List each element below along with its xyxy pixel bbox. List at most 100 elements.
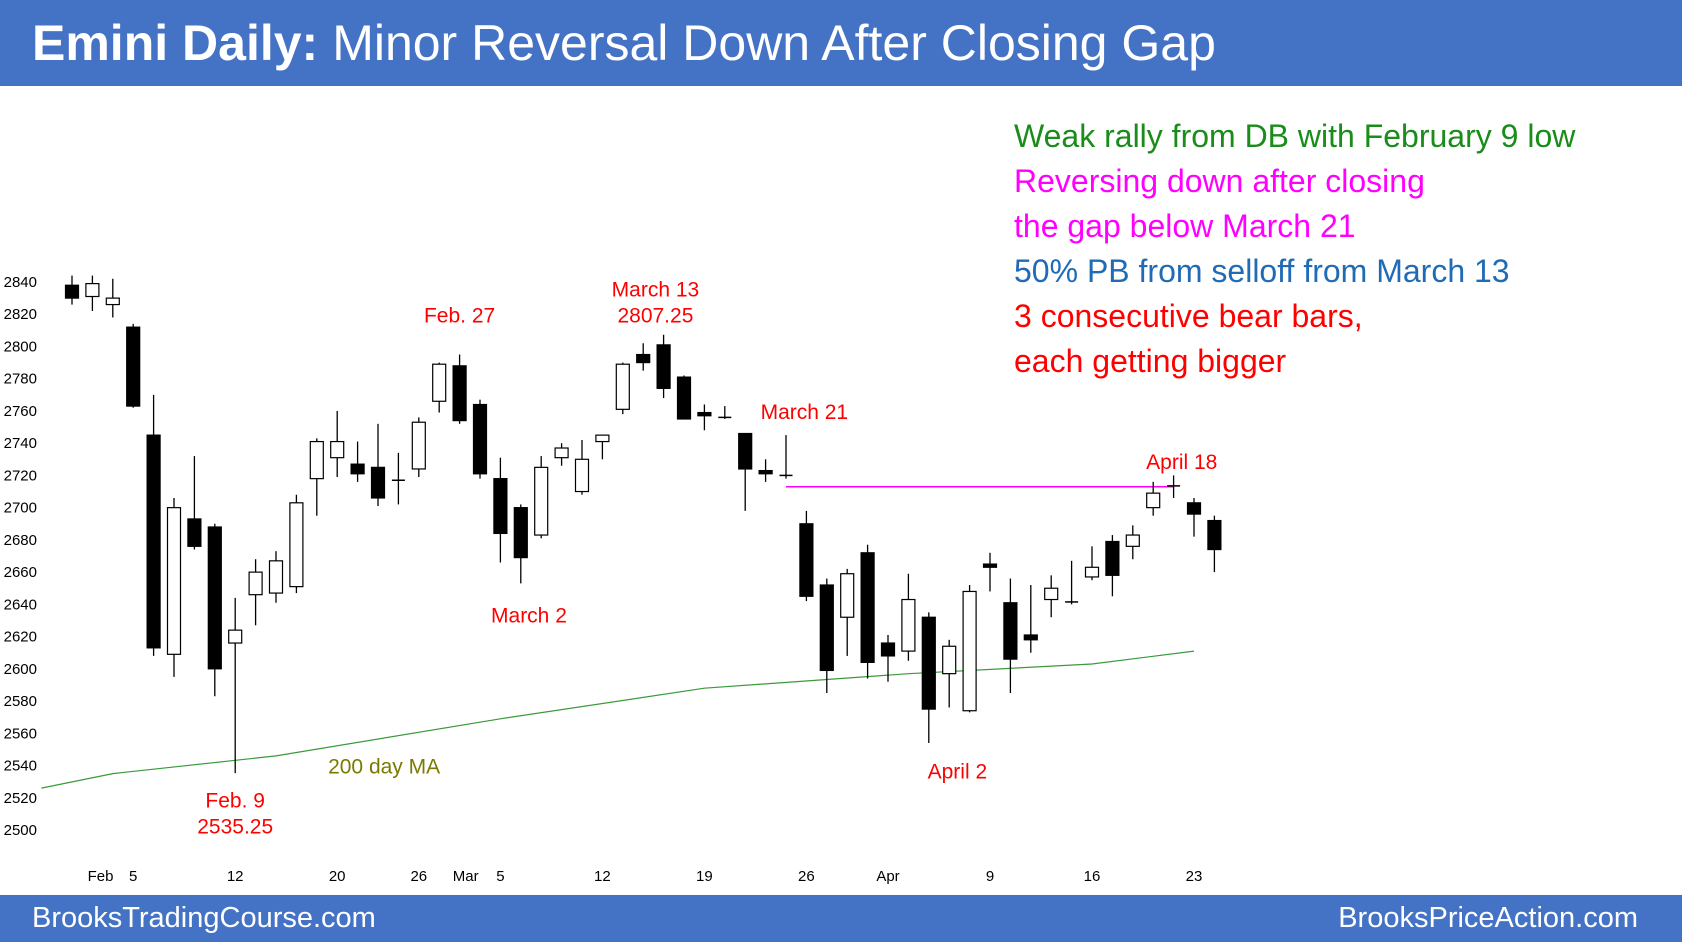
- candle-body: [656, 344, 671, 389]
- candle-body: [615, 363, 630, 410]
- candle-body: [1084, 566, 1100, 578]
- candle: [166, 497, 182, 677]
- candle-body: [1023, 634, 1038, 641]
- candle: [1186, 497, 1202, 537]
- candle-body: [901, 598, 916, 652]
- candle: [738, 432, 753, 511]
- annotation-label: 2535.25: [197, 816, 273, 839]
- candle: [615, 362, 630, 415]
- y-tick-label: 2840: [4, 274, 37, 291]
- candle: [1023, 585, 1038, 653]
- annotation-label: March 13: [612, 278, 700, 301]
- candle-body: [1125, 534, 1140, 547]
- candle-body: [64, 284, 80, 299]
- candle: [880, 634, 896, 682]
- y-tick-label: 2680: [4, 532, 37, 549]
- note-line: the gap below March 21: [1014, 208, 1356, 244]
- note-line: 3 consecutive bear bars,: [1014, 298, 1363, 334]
- candle-body: [228, 629, 243, 644]
- y-tick-label: 2540: [4, 758, 37, 775]
- x-tick-label: 26: [798, 868, 815, 885]
- x-tick-label: 9: [986, 868, 994, 885]
- candle-body: [513, 507, 528, 559]
- candle-body: [248, 571, 263, 596]
- x-tick-label: 26: [410, 868, 427, 885]
- x-tick-label: 20: [329, 868, 346, 885]
- candle-body: [574, 458, 590, 493]
- candle: [819, 578, 834, 693]
- candle-body: [452, 365, 467, 422]
- y-tick-label: 2600: [4, 661, 37, 678]
- x-tick-label: Feb: [88, 868, 114, 885]
- candle-body: [636, 353, 651, 364]
- candle-body: [860, 552, 875, 663]
- x-tick-label: 5: [129, 868, 137, 885]
- candle: [656, 334, 671, 399]
- candle: [472, 399, 488, 479]
- candle-body: [105, 297, 120, 306]
- candle-body: [1105, 540, 1120, 576]
- candle: [1125, 525, 1140, 560]
- x-tick-label: 12: [227, 868, 244, 885]
- candle: [860, 544, 875, 679]
- candle: [595, 434, 610, 460]
- candle-body: [840, 573, 855, 618]
- candle: [493, 457, 508, 563]
- candle: [636, 343, 651, 371]
- candle-body: [942, 645, 957, 675]
- candle-body: [187, 518, 202, 547]
- note-line: Reversing down after closing: [1014, 163, 1425, 199]
- candle-body: [758, 469, 773, 475]
- candle-body: [289, 502, 304, 588]
- candle: [921, 612, 936, 743]
- title-bold: Emini Daily:: [32, 15, 319, 71]
- candle: [248, 559, 263, 626]
- candle: [146, 394, 161, 656]
- candle: [126, 323, 141, 408]
- candle-body: [493, 478, 508, 535]
- y-tick-label: 2560: [4, 725, 37, 742]
- candle: [676, 375, 692, 420]
- candle-body: [268, 560, 284, 594]
- candle: [1207, 515, 1222, 573]
- y-axis: 2500 2520 2540 2560 2580 2600 2620 2640 2660 2680…: [4, 274, 37, 839]
- ma-label: 200 day MA: [328, 756, 440, 779]
- candle: [391, 452, 405, 505]
- annotation-label: April 18: [1146, 451, 1217, 474]
- candle: [1065, 560, 1079, 605]
- candle: [779, 435, 793, 479]
- y-tick-label: 2820: [4, 306, 37, 323]
- candle: [268, 551, 284, 603]
- candle: [228, 597, 243, 774]
- candle: [1105, 535, 1120, 597]
- candle: [452, 354, 467, 424]
- y-tick-label: 2500: [4, 822, 37, 839]
- candle: [289, 494, 304, 594]
- candle: [1167, 475, 1181, 498]
- title-rest: Minor Reversal Down After Closing Gap: [332, 15, 1216, 71]
- title-bar: Emini Daily: Minor Reversal Down After C…: [0, 0, 1682, 86]
- candle: [554, 443, 569, 466]
- annotation-label: March 21: [761, 401, 849, 424]
- candlestick-chart: 2500252025402560258026002620264026602680…: [4, 274, 1222, 885]
- candle-body: [85, 283, 100, 298]
- candle-body: [166, 507, 182, 655]
- footer-right-link[interactable]: BrooksPriceAction.com: [1338, 902, 1638, 934]
- candle-body: [880, 642, 896, 657]
- footer-bar: BrooksTradingCourse.com BrooksPriceActio…: [0, 895, 1682, 942]
- moving-average-layer: [41, 650, 1195, 789]
- candle-body: [207, 526, 222, 670]
- annotation-label: Feb. 9: [205, 790, 265, 813]
- candle-body: [472, 403, 488, 475]
- footer-left-link[interactable]: BrooksTradingCourse.com: [32, 902, 376, 934]
- y-tick-label: 2660: [4, 564, 37, 581]
- annotation-label: April 2: [928, 761, 988, 784]
- candle: [962, 585, 977, 713]
- candle-body: [799, 523, 814, 597]
- y-tick-label: 2760: [4, 403, 37, 420]
- annotation-label: March 2: [491, 604, 567, 627]
- candle-body: [146, 434, 161, 649]
- y-tick-label: 2640: [4, 596, 37, 613]
- y-tick-label: 2780: [4, 371, 37, 388]
- candle-body: [819, 584, 834, 672]
